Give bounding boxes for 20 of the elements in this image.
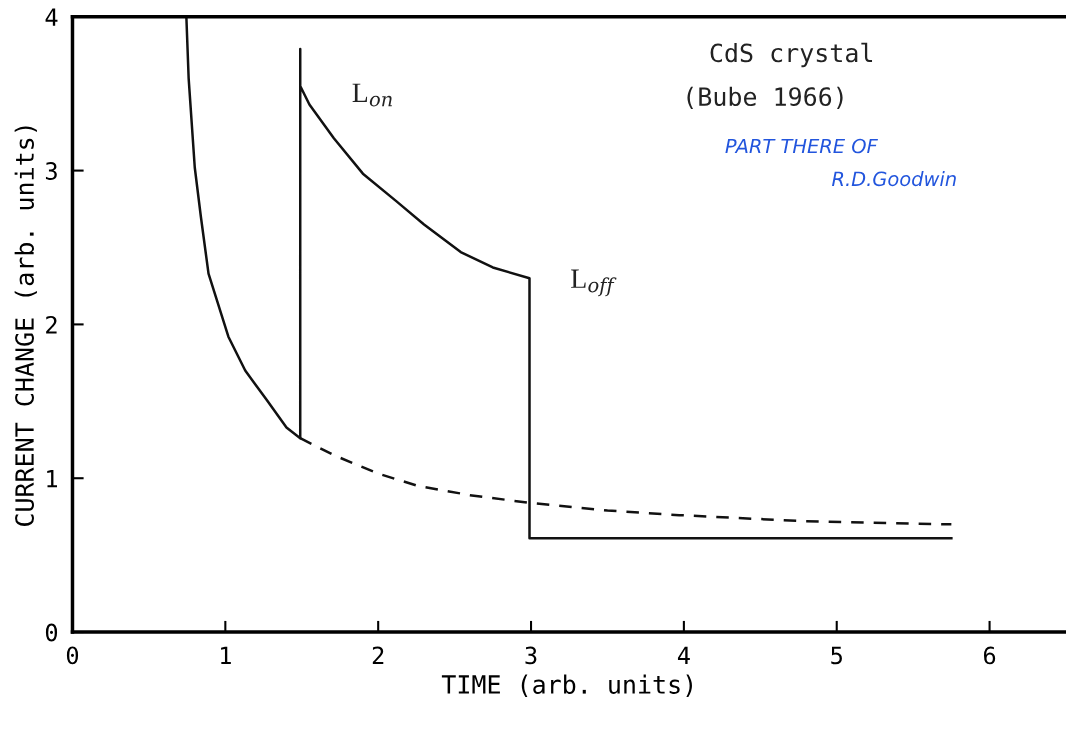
annotation: R.D.Goodwin [832, 171, 956, 187]
x-axis-title: TIME (arb. units) [441, 674, 692, 697]
x-tick-label: 1 [221, 646, 231, 664]
x-tick-label: 6 [984, 646, 996, 665]
x-tick-label: 3 [525, 646, 537, 665]
x-tick-label: 4 [677, 646, 690, 664]
x-tick-label: 2 [372, 646, 384, 664]
annotation: L$_{on}$ [352, 83, 392, 107]
y-tick-label: 3 [45, 162, 57, 180]
y-tick-label: 2 [46, 315, 57, 334]
annotation: CdS crystal [710, 42, 873, 68]
y-tick-label: 0 [45, 623, 58, 642]
annotation: L$_{off}$ [571, 269, 617, 297]
x-tick-label: 5 [831, 646, 842, 665]
annotation: (Bube 1966) [687, 86, 843, 109]
y-tick-label: 4 [45, 8, 58, 26]
y-axis-title: CURRENT CHANGE (arb. units) [14, 126, 37, 526]
annotation: PART THERE OF [725, 138, 878, 154]
y-tick-label: 1 [47, 470, 57, 488]
x-tick-label: 0 [66, 646, 79, 665]
